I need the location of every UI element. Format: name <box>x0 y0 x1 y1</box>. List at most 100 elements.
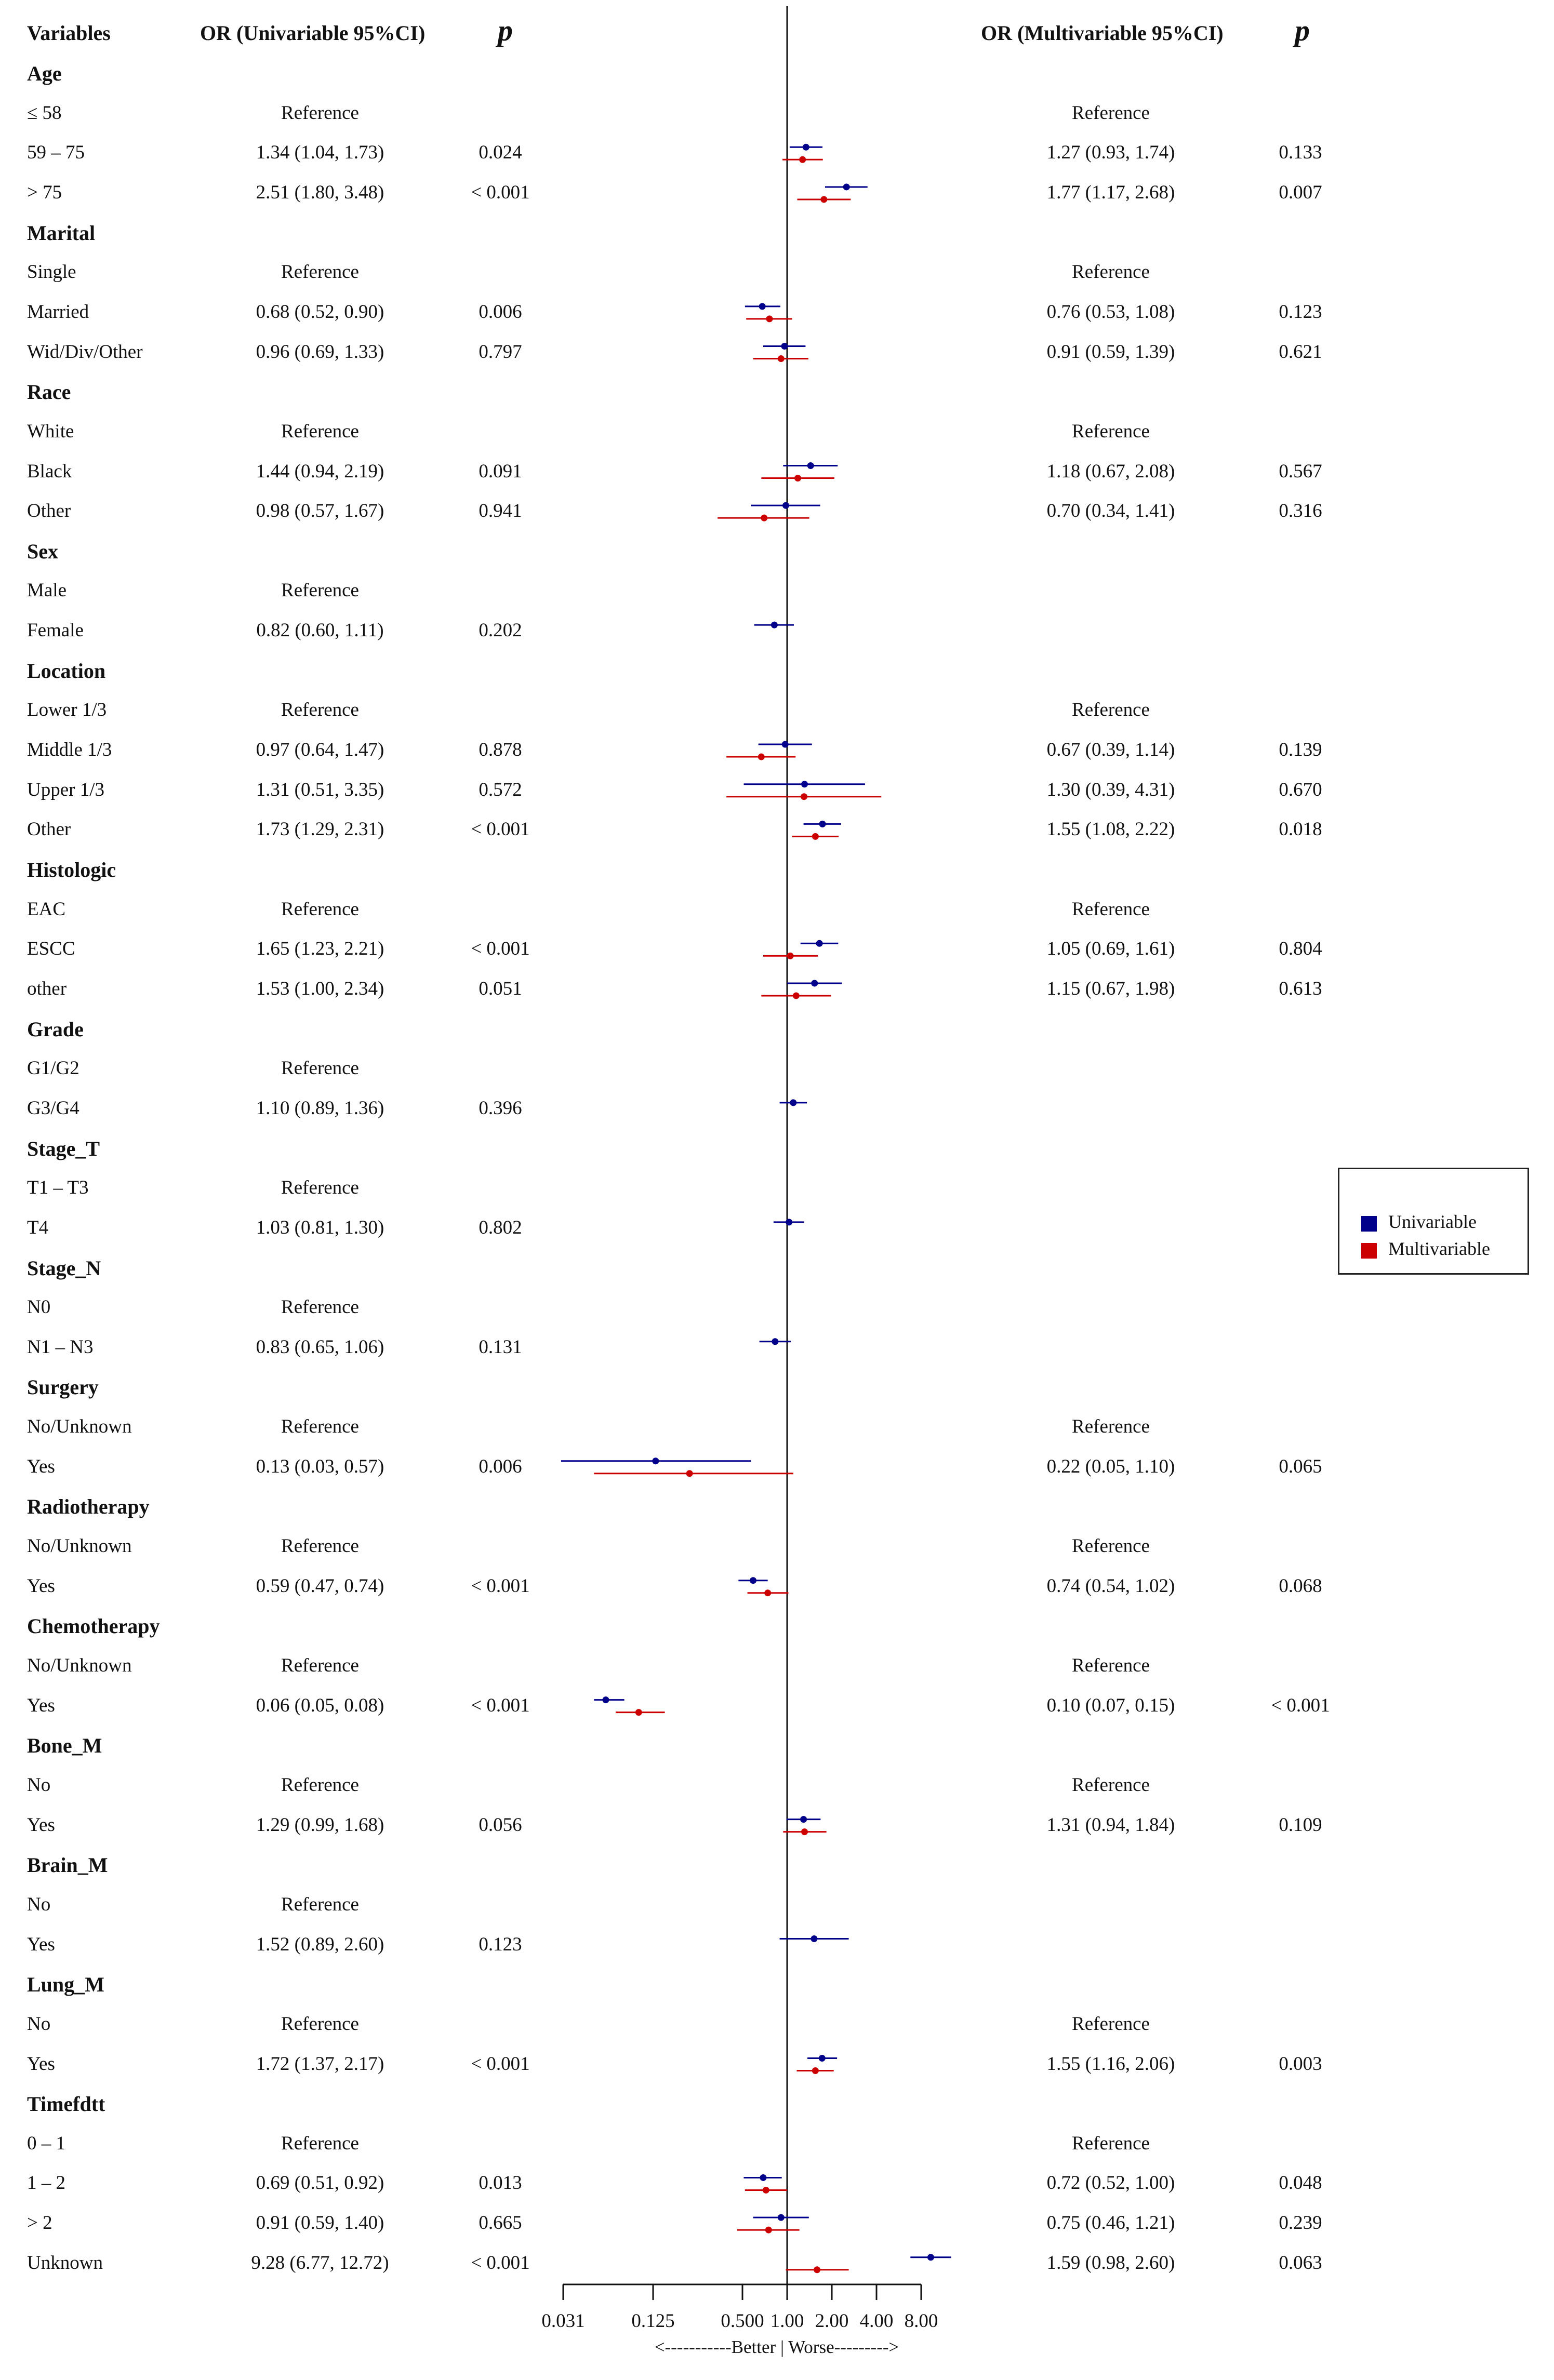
p-univariable-cell: 0.665 <box>479 2212 522 2234</box>
or-univariable-cell: 0.98 (0.57, 1.67) <box>256 500 384 522</box>
p-multivariable-cell: 0.048 <box>1279 2172 1322 2194</box>
p-univariable-cell: 0.396 <box>479 1097 522 1119</box>
row-label: Female <box>27 620 84 641</box>
or-univariable-cell: Reference <box>281 1535 359 1557</box>
row-label: Black <box>27 460 72 482</box>
group-label: Race <box>27 380 71 404</box>
or-multivariable-cell: Reference <box>1072 102 1150 124</box>
point-univariable <box>843 183 850 191</box>
or-univariable-cell: Reference <box>281 1177 359 1199</box>
x-tick-label: 8.00 <box>905 2310 938 2332</box>
or-multivariable-cell: 0.10 (0.07, 0.15) <box>1046 1694 1175 1716</box>
p-univariable-cell: 0.013 <box>479 2172 522 2194</box>
p-multivariable-cell: 0.621 <box>1279 341 1322 363</box>
or-multivariable-cell: Reference <box>1072 261 1150 283</box>
point-multivariable <box>765 2226 772 2234</box>
row-label: Unknown <box>27 2252 103 2274</box>
p-multivariable-cell: 0.123 <box>1279 301 1322 323</box>
or-multivariable-cell: Reference <box>1072 1774 1150 1796</box>
p-univariable-cell: 0.006 <box>479 1455 522 1477</box>
or-univariable-cell: 1.29 (0.99, 1.68) <box>256 1814 384 1836</box>
or-univariable-cell: Reference <box>281 1774 359 1796</box>
row-label: Middle 1/3 <box>27 739 112 761</box>
p-multivariable-cell: 0.239 <box>1279 2212 1322 2234</box>
or-univariable-cell: 0.68 (0.52, 0.90) <box>256 301 384 323</box>
point-univariable <box>811 980 818 987</box>
header-or-univariable: OR (Univariable 95%CI) <box>200 21 426 45</box>
or-univariable-cell: 0.82 (0.60, 1.11) <box>256 620 384 641</box>
header-p-univariable: p <box>498 14 513 47</box>
or-univariable-cell: Reference <box>281 898 359 920</box>
point-univariable <box>652 1458 659 1465</box>
p-univariable-cell: 0.091 <box>479 460 522 482</box>
p-multivariable-cell: 0.316 <box>1279 500 1322 522</box>
point-univariable <box>807 462 814 469</box>
p-univariable-cell: 0.572 <box>479 779 522 800</box>
p-multivariable-cell: 0.065 <box>1279 1455 1322 1477</box>
point-multivariable <box>686 1470 693 1477</box>
or-multivariable-cell: Reference <box>1072 420 1150 442</box>
or-univariable-cell: Reference <box>281 1296 359 1318</box>
or-univariable-cell: 0.69 (0.51, 0.92) <box>256 2172 384 2194</box>
p-multivariable-cell: 0.063 <box>1279 2252 1322 2274</box>
or-multivariable-cell: 0.75 (0.46, 1.21) <box>1046 2212 1175 2234</box>
p-multivariable-cell: 0.804 <box>1279 938 1322 960</box>
point-univariable <box>781 343 788 350</box>
point-univariable <box>819 820 826 827</box>
p-multivariable-cell: 0.068 <box>1279 1575 1322 1597</box>
point-multivariable <box>777 355 785 363</box>
point-univariable <box>782 502 789 509</box>
group-label: Location <box>27 659 106 683</box>
row-label: 0 – 1 <box>27 2132 65 2154</box>
point-univariable <box>602 1696 609 1704</box>
row-label: No/Unknown <box>27 1655 132 1676</box>
point-multivariable <box>766 315 773 323</box>
point-multivariable <box>758 753 765 760</box>
p-multivariable-cell: 0.007 <box>1279 181 1322 203</box>
x-tick-label: 0.031 <box>541 2310 585 2332</box>
p-univariable-cell: < 0.001 <box>471 938 530 960</box>
or-univariable-cell: 1.72 (1.37, 2.17) <box>256 2053 384 2075</box>
group-label: Stage_T <box>27 1136 100 1160</box>
or-univariable-cell: 1.52 (0.89, 2.60) <box>256 1933 384 1955</box>
row-label: Single <box>27 261 76 283</box>
point-multivariable <box>792 992 800 999</box>
group-label: Radiotherapy <box>27 1495 150 1519</box>
p-univariable-cell: < 0.001 <box>471 819 530 840</box>
group-label: Brain_M <box>27 1853 108 1877</box>
point-univariable <box>786 1219 793 1226</box>
p-multivariable-cell: 0.133 <box>1279 142 1322 164</box>
legend-item-multivariable: Multivariable <box>1361 1238 1490 1260</box>
row-label: EAC <box>27 898 65 920</box>
row-label: Male <box>27 580 67 601</box>
or-univariable-cell: Reference <box>281 102 359 124</box>
point-multivariable <box>820 196 828 203</box>
or-univariable-cell: Reference <box>281 420 359 442</box>
or-multivariable-cell: Reference <box>1072 898 1150 920</box>
or-univariable-cell: 0.91 (0.59, 1.40) <box>256 2212 384 2234</box>
p-univariable-cell: 0.024 <box>479 142 522 164</box>
row-label: ≤ 58 <box>27 102 62 124</box>
point-multivariable <box>814 2266 821 2274</box>
point-univariable <box>816 940 823 947</box>
point-multivariable <box>801 1828 808 1836</box>
or-multivariable-cell: 1.77 (1.17, 2.68) <box>1046 181 1175 203</box>
point-multivariable <box>812 833 819 840</box>
row-label: 1 – 2 <box>27 2172 65 2194</box>
group-label: Chemotherapy <box>27 1614 160 1638</box>
or-univariable-cell: 0.83 (0.65, 1.06) <box>256 1336 384 1358</box>
row-label: No/Unknown <box>27 1416 132 1438</box>
or-univariable-cell: 1.34 (1.04, 1.73) <box>256 142 384 164</box>
x-axis-label: <-----------Better | Worse---------> <box>655 2337 899 2357</box>
row-label: No <box>27 1774 51 1796</box>
or-multivariable-cell: 1.55 (1.16, 2.06) <box>1046 2053 1175 2075</box>
legend-label-univariable: Univariable <box>1388 1211 1477 1232</box>
point-multivariable <box>799 156 806 163</box>
p-multivariable-cell: 0.018 <box>1279 819 1322 840</box>
or-multivariable-cell: 1.18 (0.67, 2.08) <box>1046 460 1175 482</box>
or-univariable-cell: 1.03 (0.81, 1.30) <box>256 1216 384 1238</box>
point-univariable <box>802 143 809 151</box>
point-multivariable <box>787 952 794 959</box>
or-multivariable-cell: 0.70 (0.34, 1.41) <box>1046 500 1175 522</box>
or-multivariable-cell: 1.59 (0.98, 2.60) <box>1046 2252 1175 2274</box>
